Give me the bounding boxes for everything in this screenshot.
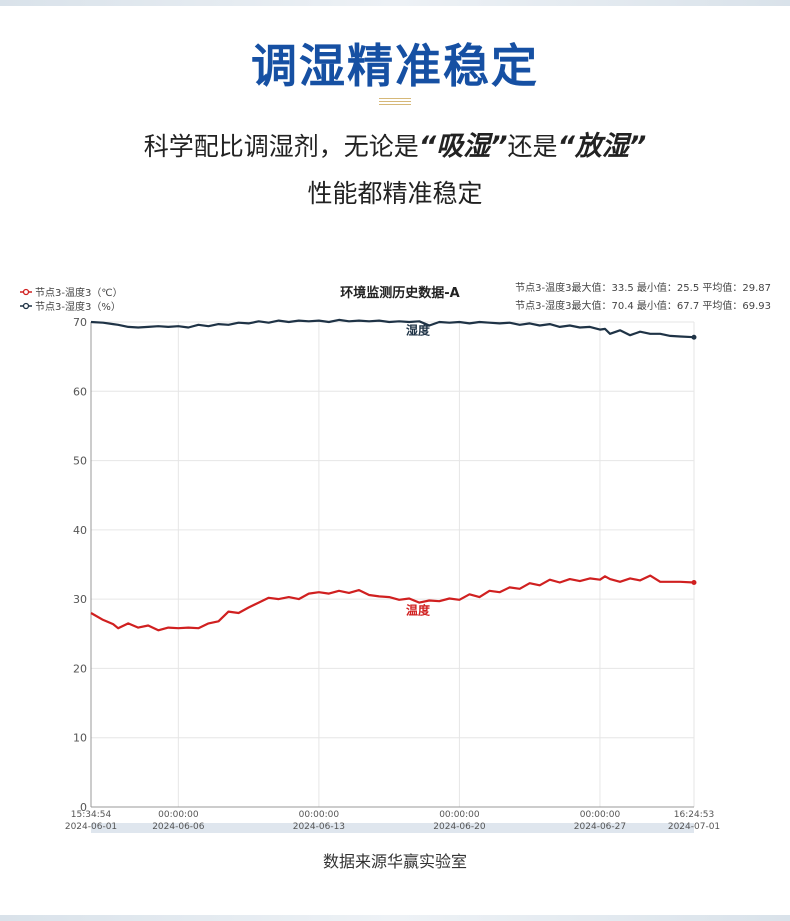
stats-summary: 节点3-湿度3最大值：70.4 最小值：67.7 平均值：69.93: [515, 299, 771, 312]
data-source-caption: 数据来源华赢实验室: [322, 852, 467, 871]
x-tick-time: 16:24:53: [674, 810, 714, 820]
y-tick-label: 30: [73, 593, 87, 606]
page-subtitle-line2: 性能都精准稳定: [307, 179, 483, 208]
series-line-humidity: [90, 318, 695, 339]
x-tick-date: 2024-06-20: [433, 822, 486, 832]
subtitle-prefix: 科学配比调湿剂，无论是: [143, 132, 419, 161]
x-tick-time: 00:00:00: [580, 810, 621, 820]
legend-label: 节点3-温度3（℃）: [35, 286, 123, 299]
page-subtitle: 科学配比调湿剂，无论是“吸湿”还是“放湿”: [0, 124, 790, 163]
series-line-temperature: [90, 574, 695, 632]
x-tick-date: 2024-06-27: [574, 822, 626, 832]
series-end-point: [691, 334, 697, 340]
y-tick-label: 20: [73, 662, 87, 675]
x-tick-time: 00:00:00: [158, 810, 199, 820]
x-tick-date: 2024-07-01: [668, 822, 720, 832]
subtitle-emphasis-absorb: “吸湿”: [418, 131, 508, 162]
title-divider: [379, 98, 411, 106]
subtitle-emphasis-release: “放湿”: [557, 131, 647, 162]
y-tick-label: 40: [73, 524, 87, 537]
y-tick-label: 10: [73, 732, 87, 745]
y-tick-label: 0: [80, 801, 87, 814]
top-decor-bar: [0, 0, 790, 6]
series-label-humidity: 湿度: [406, 322, 431, 337]
page-title: 调湿精准稳定: [251, 39, 539, 93]
legend-swatch-marker: [22, 302, 30, 310]
y-tick-label: 70: [73, 316, 87, 329]
x-tick-date: 2024-06-13: [293, 822, 345, 832]
chart-title: 环境监测历史数据-A: [340, 285, 459, 301]
x-tick-time: 00:00:00: [439, 810, 480, 820]
x-tick-date: 2024-06-01: [65, 822, 117, 832]
y-tick-label: 60: [73, 385, 87, 398]
history-line-chart: 0 10 20 30 40 50 60 70 15:34:54 2024-06-01 00:00:0…: [20, 281, 771, 833]
subtitle-mid: 还是: [507, 132, 558, 161]
x-range-slider: [91, 823, 694, 833]
x-tick-date: 2024-06-06: [152, 822, 205, 832]
series-end-point: [691, 580, 697, 586]
x-tick-time: 00:00:00: [299, 810, 340, 820]
bottom-decor-bar: [0, 915, 790, 921]
y-tick-label: 50: [73, 455, 87, 468]
series-label-temperature: 温度: [406, 602, 431, 617]
legend-label: 节点3-湿度3（%）: [35, 300, 121, 313]
x-tick-time: 15:34:54: [71, 810, 112, 820]
legend-swatch-marker: [22, 288, 30, 296]
stats-summary: 节点3-温度3最大值：33.5 最小值：25.5 平均值：29.87: [515, 281, 771, 294]
